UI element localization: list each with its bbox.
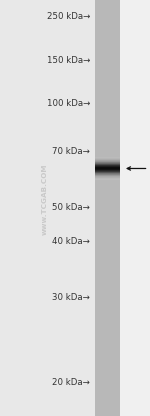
Text: 150 kDa→: 150 kDa→	[47, 56, 90, 65]
Bar	[94, 0, 120, 416]
Text: 20 kDa→: 20 kDa→	[52, 378, 90, 387]
Text: 50 kDa→: 50 kDa→	[52, 203, 90, 213]
Text: 250 kDa→: 250 kDa→	[47, 12, 90, 21]
Text: 100 kDa→: 100 kDa→	[47, 99, 90, 109]
Text: 70 kDa→: 70 kDa→	[52, 147, 90, 156]
Text: www.TCGAB.COM: www.TCGAB.COM	[42, 164, 48, 235]
Text: 30 kDa→: 30 kDa→	[52, 293, 90, 302]
Text: 40 kDa→: 40 kDa→	[52, 237, 90, 246]
Bar	[120, 0, 150, 416]
